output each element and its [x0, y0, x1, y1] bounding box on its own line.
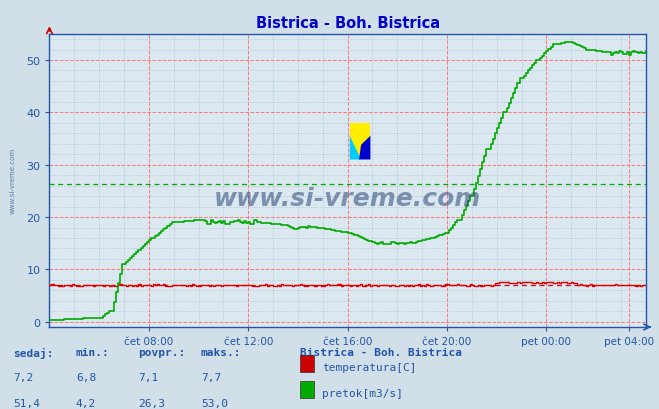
- Text: maks.:: maks.:: [201, 347, 241, 357]
- Text: 26,3: 26,3: [138, 398, 165, 408]
- Text: min.:: min.:: [76, 347, 109, 357]
- Bar: [300, 355, 314, 373]
- Text: 4,2: 4,2: [76, 398, 96, 408]
- Text: 7,7: 7,7: [201, 372, 221, 382]
- Title: Bistrica - Boh. Bistrica: Bistrica - Boh. Bistrica: [256, 16, 440, 31]
- Text: povpr.:: povpr.:: [138, 347, 186, 357]
- Text: 7,1: 7,1: [138, 372, 159, 382]
- Text: 53,0: 53,0: [201, 398, 228, 408]
- Text: 51,4: 51,4: [13, 398, 40, 408]
- Bar: [300, 381, 314, 398]
- Text: Bistrica - Boh. Bistrica: Bistrica - Boh. Bistrica: [300, 347, 462, 357]
- Text: temperatura[C]: temperatura[C]: [322, 362, 416, 372]
- Polygon shape: [359, 136, 370, 160]
- Text: www.si-vreme.com: www.si-vreme.com: [9, 148, 15, 214]
- Text: www.si-vreme.com: www.si-vreme.com: [214, 187, 481, 211]
- Text: 6,8: 6,8: [76, 372, 96, 382]
- Text: 7,2: 7,2: [13, 372, 34, 382]
- Text: pretok[m3/s]: pretok[m3/s]: [322, 388, 403, 398]
- Bar: [350, 124, 370, 160]
- Polygon shape: [350, 136, 361, 160]
- Text: sedaj:: sedaj:: [13, 347, 53, 358]
